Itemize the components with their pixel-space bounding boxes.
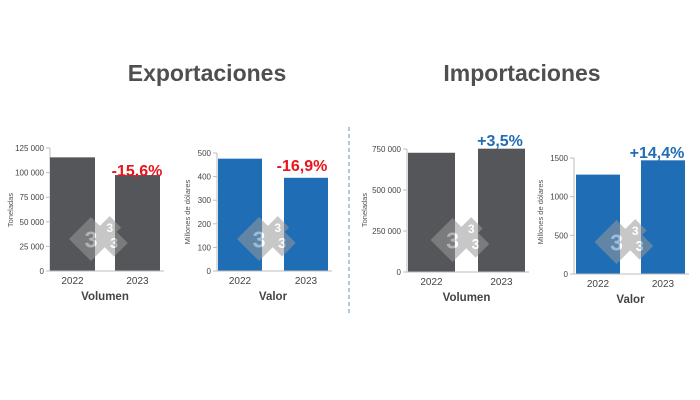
watermark-diamond — [100, 229, 128, 257]
y-tick-label: 250 000 — [372, 227, 401, 236]
y-tick-label: 25 000 — [20, 242, 45, 251]
y-tick-label: 300 — [198, 196, 212, 205]
watermark-digit: 3 — [110, 236, 118, 252]
y-tick-label: 50 000 — [20, 218, 45, 227]
imports-title: Importaciones — [443, 60, 601, 86]
watermark-diamond — [625, 232, 654, 260]
measure-label: Volumen — [443, 292, 491, 304]
bar-2023 — [478, 148, 525, 272]
y-tick-label: 750 000 — [372, 145, 401, 154]
y-tick-label: 0 — [40, 267, 45, 276]
y-axis-label: Millones de dólares — [183, 179, 192, 244]
y-tick-label: 75 000 — [20, 193, 45, 202]
watermark-digit: 3 — [636, 239, 644, 255]
watermark-digit: 3 — [253, 226, 266, 252]
watermark-digit: 3 — [85, 226, 98, 252]
change-label: +3,5% — [477, 133, 523, 150]
change-label: -16,9% — [277, 158, 328, 175]
watermark-digit: 3 — [472, 237, 480, 253]
watermark-digit: 3 — [632, 224, 639, 238]
y-tick-label: 100 000 — [15, 169, 44, 178]
y-tick-label: 400 — [198, 173, 212, 182]
watermark-diamond — [623, 219, 647, 242]
y-tick-label: 0 — [564, 270, 569, 279]
watermark-digit: 3 — [468, 222, 475, 236]
change-label: -15,6% — [112, 163, 163, 180]
measure-label: Valor — [616, 294, 645, 306]
y-tick-label: 1000 — [550, 193, 568, 202]
y-tick-label: 500 — [198, 149, 212, 158]
watermark-digit: 3 — [446, 227, 459, 253]
category-label: 2023 — [126, 276, 149, 287]
watermark-diamond — [268, 229, 296, 257]
category-label: 2023 — [652, 279, 675, 290]
change-label: +14,4% — [630, 145, 685, 162]
y-tick-label: 0 — [207, 267, 212, 276]
y-axis-label: Toneladas — [6, 193, 15, 227]
y-axis-label: Millones de dólares — [536, 179, 545, 244]
watermark-digit: 3 — [274, 221, 281, 235]
watermark-logo: 3 33 — [594, 219, 654, 264]
watermark-logo: 3 33 — [69, 216, 128, 261]
measure-label: Volumen — [81, 291, 129, 303]
watermark-digit: 3 — [106, 221, 113, 235]
y-tick-label: 200 — [198, 220, 212, 229]
y-axis-label: Toneladas — [360, 193, 369, 227]
y-tick-label: 1500 — [550, 154, 568, 163]
category-label: 2022 — [587, 279, 610, 290]
y-tick-label: 125 000 — [15, 144, 44, 153]
y-tick-label: 500 000 — [372, 186, 401, 195]
watermark-logo: 3 33 — [430, 217, 490, 262]
watermark-digit: 3 — [278, 236, 286, 252]
bar-2023 — [284, 177, 328, 271]
bar-2023 — [641, 160, 685, 274]
y-tick-label: 0 — [397, 268, 402, 277]
category-label: 2022 — [229, 276, 252, 287]
y-tick-label: 500 — [555, 231, 569, 240]
measure-label: Valor — [259, 291, 288, 303]
y-tick-label: 100 — [198, 243, 212, 252]
watermark-logo: 3 33 — [237, 216, 296, 261]
watermark-diamond — [461, 230, 490, 258]
watermark-digit: 3 — [610, 229, 623, 255]
category-label: 2022 — [420, 277, 443, 288]
category-label: 2023 — [295, 276, 318, 287]
category-label: 2023 — [490, 277, 513, 288]
bar-2023 — [115, 175, 160, 271]
category-label: 2022 — [61, 276, 84, 287]
exports-title: Exportaciones — [127, 60, 287, 86]
